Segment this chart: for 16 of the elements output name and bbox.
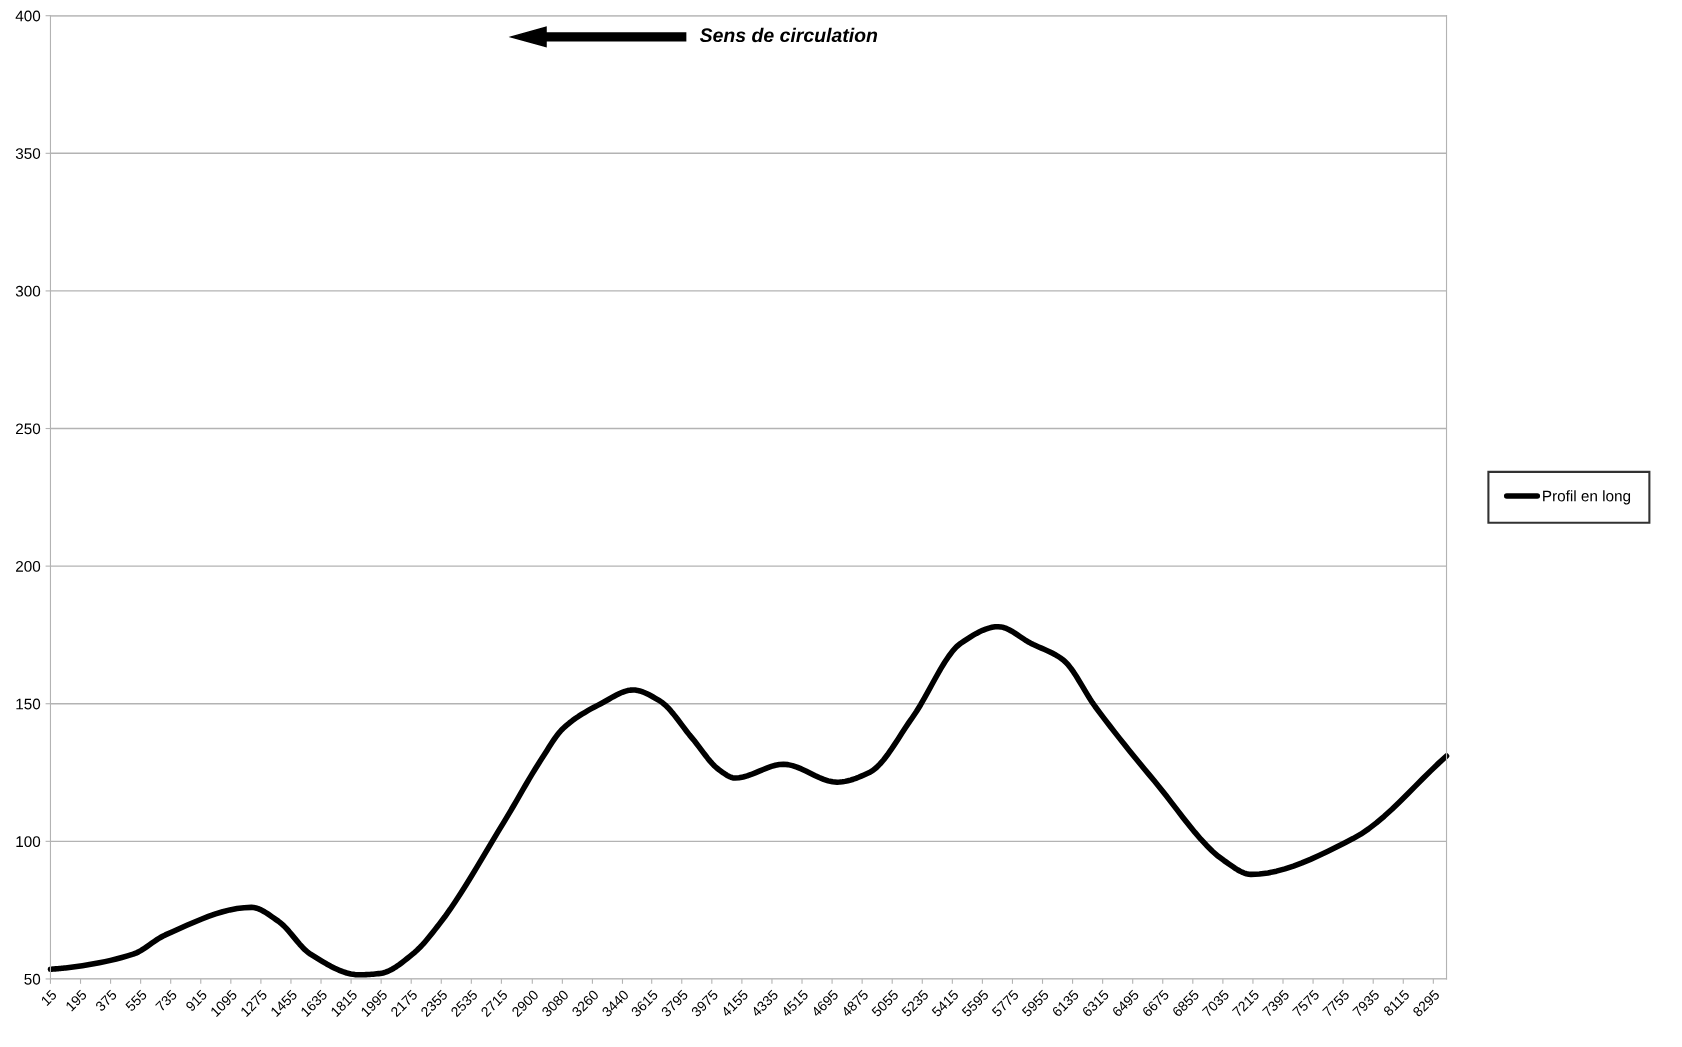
x-tick-label: 15: [40, 989, 58, 1007]
x-tick-label: 555: [125, 989, 148, 1012]
y-tick-label: 250: [16, 423, 41, 435]
legend-label: Profil en long: [1543, 490, 1631, 505]
y-tick-label: 100: [16, 836, 41, 848]
y-tick-label: 200: [16, 561, 41, 572]
x-tick-label: 915: [185, 989, 208, 1012]
x-tick-label: 375: [94, 989, 118, 1012]
y-tick-label: 350: [15, 148, 41, 159]
x-tick-label: 735: [155, 989, 178, 1012]
x-tick-label: 195: [65, 989, 88, 1012]
y-tick-label: 300: [15, 285, 41, 297]
y-tick-label: 150: [16, 698, 41, 710]
y-tick-label: 50: [24, 973, 41, 985]
y-tick-label: 400: [15, 10, 41, 22]
annotation: Sens de circulation: [699, 27, 878, 43]
